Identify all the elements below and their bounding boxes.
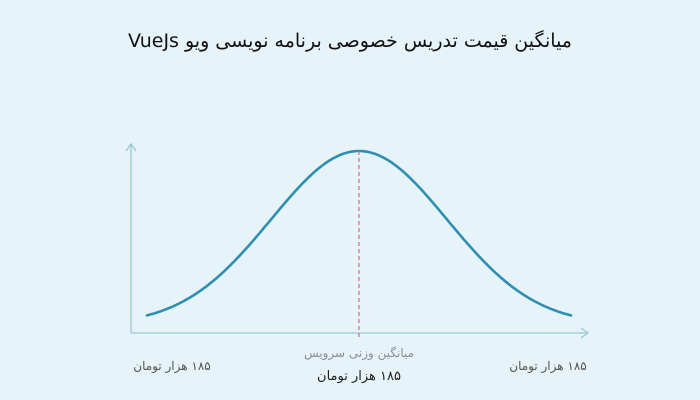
- mean-price-label: ۱۸۵ هزار تومان: [317, 369, 401, 384]
- chart-title: میانگین قیمت تدریس خصوصی برنامه نویسی وی…: [128, 30, 572, 52]
- left-price-label: ۱۸۵ هزار تومان: [133, 359, 211, 373]
- mean-caption-label: میانگین وزنی سرویس: [303, 346, 415, 360]
- right-price-label: ۱۸۵ هزار تومان: [509, 359, 587, 373]
- y-axis-arrow: [125, 142, 137, 152]
- x-axis-arrow: [580, 327, 590, 339]
